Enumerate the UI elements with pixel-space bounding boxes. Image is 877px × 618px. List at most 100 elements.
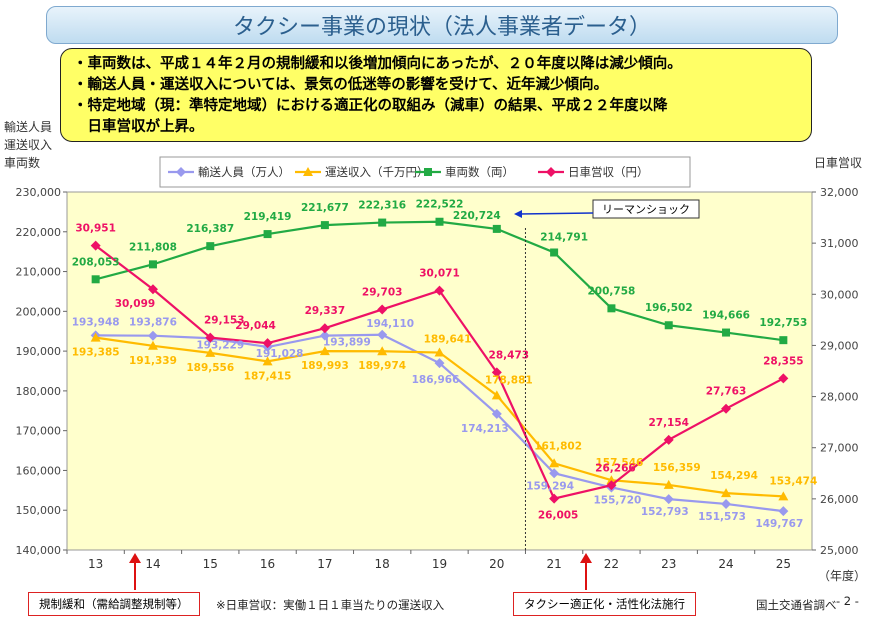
red-arrowhead: [129, 553, 141, 563]
data-label-daily: 29,703: [362, 286, 403, 298]
y-tick-label: 180,000: [16, 385, 62, 398]
data-label-daily: 27,763: [706, 386, 747, 398]
plot-area: [66, 191, 813, 551]
x-tick-label: 14: [145, 557, 160, 571]
data-label-passengers: 174,213: [461, 423, 509, 435]
data-label-vehicles: 222,522: [416, 199, 464, 211]
x-tick-label: 25: [776, 557, 791, 571]
data-label-revenue: 154,294: [710, 470, 758, 482]
y2-tick-label: 29,000: [820, 339, 859, 352]
y-tick-label: 150,000: [16, 504, 62, 517]
data-label-passengers: 193,876: [129, 317, 177, 329]
legend-marker-daily: [546, 167, 556, 177]
data-label-passengers: 193,229: [196, 339, 244, 351]
data-point-vehicles: [378, 218, 387, 227]
legend-label-daily: 日車営収（円）: [568, 165, 649, 179]
data-label-passengers: 159,294: [526, 480, 574, 492]
data-point-daily: [205, 332, 216, 343]
y2-tick-label: 28,000: [820, 391, 859, 404]
data-point-vehicles: [550, 248, 559, 257]
y-tick-label: 190,000: [16, 345, 62, 358]
y-tick-label: 140,000: [16, 544, 62, 557]
data-label-revenue: 193,385: [72, 347, 120, 359]
data-label-vehicles: 194,666: [702, 310, 750, 322]
data-point-daily: [434, 285, 445, 296]
data-point-daily: [319, 323, 330, 334]
y-tick-label: 160,000: [16, 464, 62, 477]
y-tick-label: 170,000: [16, 425, 62, 438]
data-label-revenue: 189,556: [186, 362, 234, 374]
data-point-daily: [377, 304, 388, 315]
data-point-vehicles: [779, 336, 788, 345]
data-point-revenue: [205, 347, 216, 357]
page-number: - 2 -: [836, 594, 859, 608]
data-label-passengers: 186,966: [412, 374, 460, 386]
data-point-passengers: [147, 330, 158, 341]
data-point-revenue: [90, 332, 101, 342]
data-point-vehicles: [148, 260, 157, 269]
data-point-revenue: [262, 356, 273, 366]
data-label-passengers: 151,573: [698, 511, 746, 523]
page-title: タクシー事業の現状（法人事業者データ）: [232, 15, 651, 40]
x-tick-label: 15: [203, 557, 218, 571]
data-point-passengers: [663, 494, 674, 505]
data-label-revenue: 157,546: [596, 457, 644, 469]
y-tick-label: 230,000: [16, 186, 62, 199]
data-point-daily: [721, 403, 732, 414]
x-tick-label: 13: [88, 557, 103, 571]
data-point-revenue: [549, 458, 560, 468]
bullet-3: ・特定地域（現：準特定地域）における適正化の取組み（減車）の結果、平成２２年度以…: [73, 98, 668, 114]
data-label-revenue: 191,339: [129, 355, 177, 367]
x-axis-title: （年度）: [818, 568, 866, 583]
data-label-daily: 30,951: [75, 223, 116, 235]
data-point-vehicles: [91, 275, 100, 284]
y2-tick-label: 31,000: [820, 237, 859, 250]
data-label-passengers: 152,793: [641, 506, 689, 518]
data-point-passengers: [491, 408, 502, 419]
data-label-passengers: 191,028: [256, 348, 304, 360]
data-point-daily: [606, 480, 617, 491]
left-axis-title: 輸送人員 運送収入 車両数: [4, 118, 52, 172]
data-label-daily: 29,337: [305, 305, 346, 317]
data-point-vehicles: [492, 224, 501, 233]
x-tick-label: 21: [546, 557, 561, 571]
legend-label-revenue: 運送収入（千万円）: [325, 165, 429, 179]
data-label-vehicles: 200,758: [588, 285, 636, 297]
data-point-vehicles: [664, 321, 673, 330]
data-label-revenue: 161,802: [534, 440, 582, 452]
x-tick-label: 22: [604, 557, 619, 571]
data-label-passengers: 149,767: [755, 518, 803, 530]
data-label-passengers: 193,948: [72, 316, 120, 328]
data-point-revenue: [721, 488, 732, 498]
left-axis-title-line-3: 車両数: [4, 156, 41, 170]
x-tick-label: 20: [489, 557, 504, 571]
y2-tick-label: 32,000: [820, 186, 859, 199]
data-label-daily: 29,153: [204, 315, 245, 327]
data-point-daily: [778, 373, 789, 384]
data-label-revenue: 189,641: [424, 334, 472, 346]
data-label-daily: 26,266: [595, 462, 636, 474]
data-label-vehicles: 219,419: [244, 211, 292, 223]
data-point-vehicles: [320, 221, 329, 230]
data-point-vehicles: [263, 230, 272, 239]
x-tick-label: 19: [432, 557, 447, 571]
data-point-revenue: [434, 347, 445, 357]
data-label-vehicles: 208,053: [72, 256, 120, 268]
y2-tick-label: 27,000: [820, 442, 859, 455]
data-point-revenue: [778, 491, 789, 501]
data-label-daily: 26,005: [538, 510, 579, 522]
data-label-daily: 28,473: [489, 349, 530, 361]
bullet-2: ・輸送人員・運送収入については、景気の低迷等の影響を受けて、近年減少傾向。: [73, 77, 609, 93]
data-label-daily: 30,071: [419, 268, 460, 280]
data-point-vehicles: [206, 242, 215, 251]
data-point-revenue: [147, 340, 158, 350]
data-point-passengers: [549, 468, 560, 479]
data-label-revenue: 187,415: [244, 370, 292, 382]
data-label-vehicles: 216,387: [186, 223, 234, 235]
x-tick-label: 23: [661, 557, 676, 571]
data-point-daily: [549, 493, 560, 504]
y2-tick-label: 26,000: [820, 493, 859, 506]
data-point-passengers: [721, 498, 732, 509]
lehman-label-box: [592, 199, 700, 219]
data-label-passengers: 193,899: [323, 337, 371, 349]
